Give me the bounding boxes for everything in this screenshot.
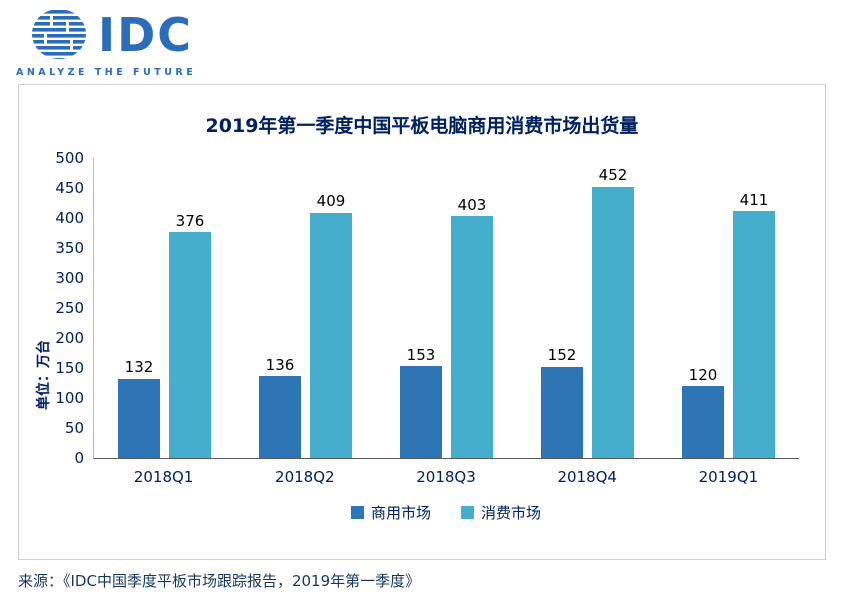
bar-value-label: 136: [265, 355, 295, 374]
y-axis-ticks: 500 450 400 350 300 250 200 150 100 50 0: [49, 149, 93, 467]
idc-logo: IDC ANALYZE THE FUTURE: [14, 8, 196, 78]
y-tick-label: 100: [55, 389, 84, 407]
bar-wrap: 411: [733, 158, 775, 458]
bar-commercial-market: [541, 366, 583, 458]
y-tick-label: 300: [55, 269, 84, 287]
bar-value-label: 452: [598, 166, 628, 185]
x-tick-label: 2018Q1: [133, 468, 194, 486]
logo-row: IDC: [14, 8, 196, 62]
bar-wrap: 409: [310, 158, 352, 458]
bar-wrap: 403: [451, 158, 493, 458]
bar-group: 120 411: [658, 158, 799, 458]
legend-item: 消费市场: [461, 502, 541, 523]
idc-globe-icon: [32, 10, 86, 59]
bar-commercial-market: [259, 376, 301, 458]
bar-wrap: 376: [169, 158, 211, 458]
bar-group: 136 409: [235, 158, 376, 458]
bar-consumer-market: [310, 212, 352, 458]
y-tick-label: 450: [55, 179, 84, 197]
bar-value-label: 411: [739, 190, 769, 209]
legend-item: 商用市场: [350, 502, 431, 523]
logo-text: IDC: [98, 8, 194, 62]
y-tick-label: 150: [55, 359, 84, 377]
bar-consumer-market: [451, 216, 493, 458]
y-tick-label: 50: [64, 419, 84, 437]
bar-value-label: 120: [688, 365, 718, 384]
legend-label: 商用市场: [370, 504, 431, 522]
bar-group: 152 452: [517, 158, 658, 458]
bar-consumer-market: [592, 186, 634, 458]
x-tick-label: 2018Q2: [275, 468, 335, 486]
bar-value-label: 409: [316, 192, 346, 211]
y-tick-label: 200: [55, 329, 84, 347]
chart-title: 2019年第一季度中国平板电脑商用消费市场出货量: [205, 115, 639, 137]
bar-value-label: 153: [406, 345, 436, 364]
bar-wrap: 132: [118, 158, 160, 458]
x-axis-labels: 2018Q1 2018Q2 2018Q3 2018Q4 2019Q1: [93, 468, 799, 486]
bar-group: 132 376: [94, 158, 235, 458]
x-tick-label: 2019Q1: [698, 468, 759, 486]
bar-value-label: 132: [124, 358, 154, 377]
legend: 商用市场 消费市场: [93, 502, 799, 523]
x-tick-label: 2018Q4: [557, 468, 617, 486]
bar-commercial-market: [400, 366, 442, 458]
bar-consumer-market: [169, 232, 211, 458]
bar-commercial-market: [118, 378, 160, 458]
bar-wrap: 152: [541, 158, 583, 458]
bar-value-label: 376: [175, 211, 205, 230]
y-tick-label: 350: [55, 239, 84, 257]
chart-card: 2019年第一季度中国平板电脑商用消费市场出货量 单位：万台 500 450 400…: [18, 84, 826, 560]
logo-tagline: ANALYZE THE FUTURE: [16, 67, 197, 78]
y-tick-label: 400: [55, 209, 84, 227]
bar-commercial-market: [682, 386, 724, 458]
legend-swatch-icon: [461, 506, 474, 519]
bar-wrap: 136: [259, 158, 301, 458]
chart-body: 单位：万台 500 450 400 350 300 250 200 150 100 50 0 132…: [19, 149, 825, 523]
bar-value-label: 152: [547, 346, 577, 365]
y-tick-label: 0: [74, 449, 84, 467]
bar-group: 153 403: [376, 158, 517, 458]
y-tick-label: 250: [55, 299, 84, 317]
plot-column: 132 376 136 409 153 403 152 452 120 411 2018Q1 201…: [93, 158, 799, 523]
x-tick-label: 2018Q3: [416, 468, 476, 486]
legend-swatch-icon: [350, 506, 364, 519]
source-text: 来源：《IDC中国季度平板市场跟踪报告，2019年第一季度》: [18, 572, 421, 590]
plot-area: 132 376 136 409 153 403 152 452 120 411: [93, 158, 799, 459]
bar-wrap: 120: [682, 158, 724, 458]
y-tick-label: 500: [55, 149, 84, 167]
legend-label: 消费市场: [481, 504, 542, 522]
bar-consumer-market: [733, 211, 775, 458]
bar-value-label: 403: [457, 195, 487, 214]
bar-wrap: 452: [592, 158, 634, 458]
bar-wrap: 153: [400, 158, 442, 458]
